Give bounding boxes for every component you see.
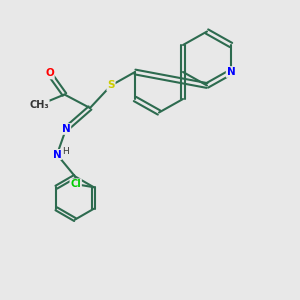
Text: O: O [45,68,54,79]
Text: N: N [226,67,236,77]
Text: Cl: Cl [70,179,81,189]
Text: N: N [52,149,62,160]
Text: H: H [62,147,69,156]
Text: N: N [61,124,70,134]
Text: CH₃: CH₃ [29,100,49,110]
Text: S: S [107,80,115,91]
